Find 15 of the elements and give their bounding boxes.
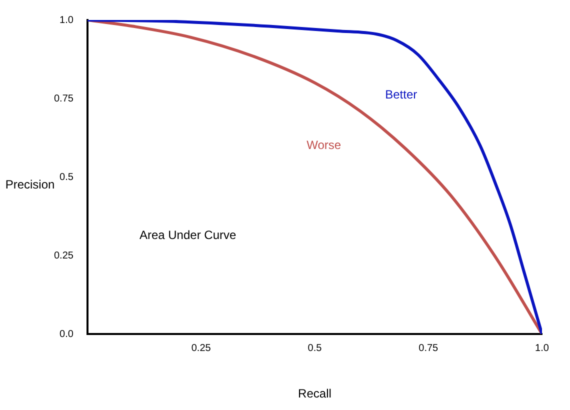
y-tick-label: 0.75 <box>54 93 74 104</box>
x-tick-label: 1.0 <box>535 342 550 354</box>
y-tick-label: 0.0 <box>60 328 74 340</box>
y-tick-label: 0.5 <box>60 172 74 183</box>
line-series <box>87 20 542 334</box>
x-tick-label: 0.25 <box>191 342 212 354</box>
y-tick-label: 0.25 <box>54 250 74 262</box>
annotation: Area Under Curve <box>139 228 236 242</box>
y-axis-title: Precision <box>5 177 55 192</box>
text: Worse <box>306 138 342 152</box>
y-tick-label: 1.0 <box>60 14 74 26</box>
x-tick-label: 0.75 <box>418 342 439 354</box>
x-tick-label: 0.5 <box>308 342 322 354</box>
x-axis-title: Recall <box>298 386 332 400</box>
series-label: Better <box>385 88 418 102</box>
